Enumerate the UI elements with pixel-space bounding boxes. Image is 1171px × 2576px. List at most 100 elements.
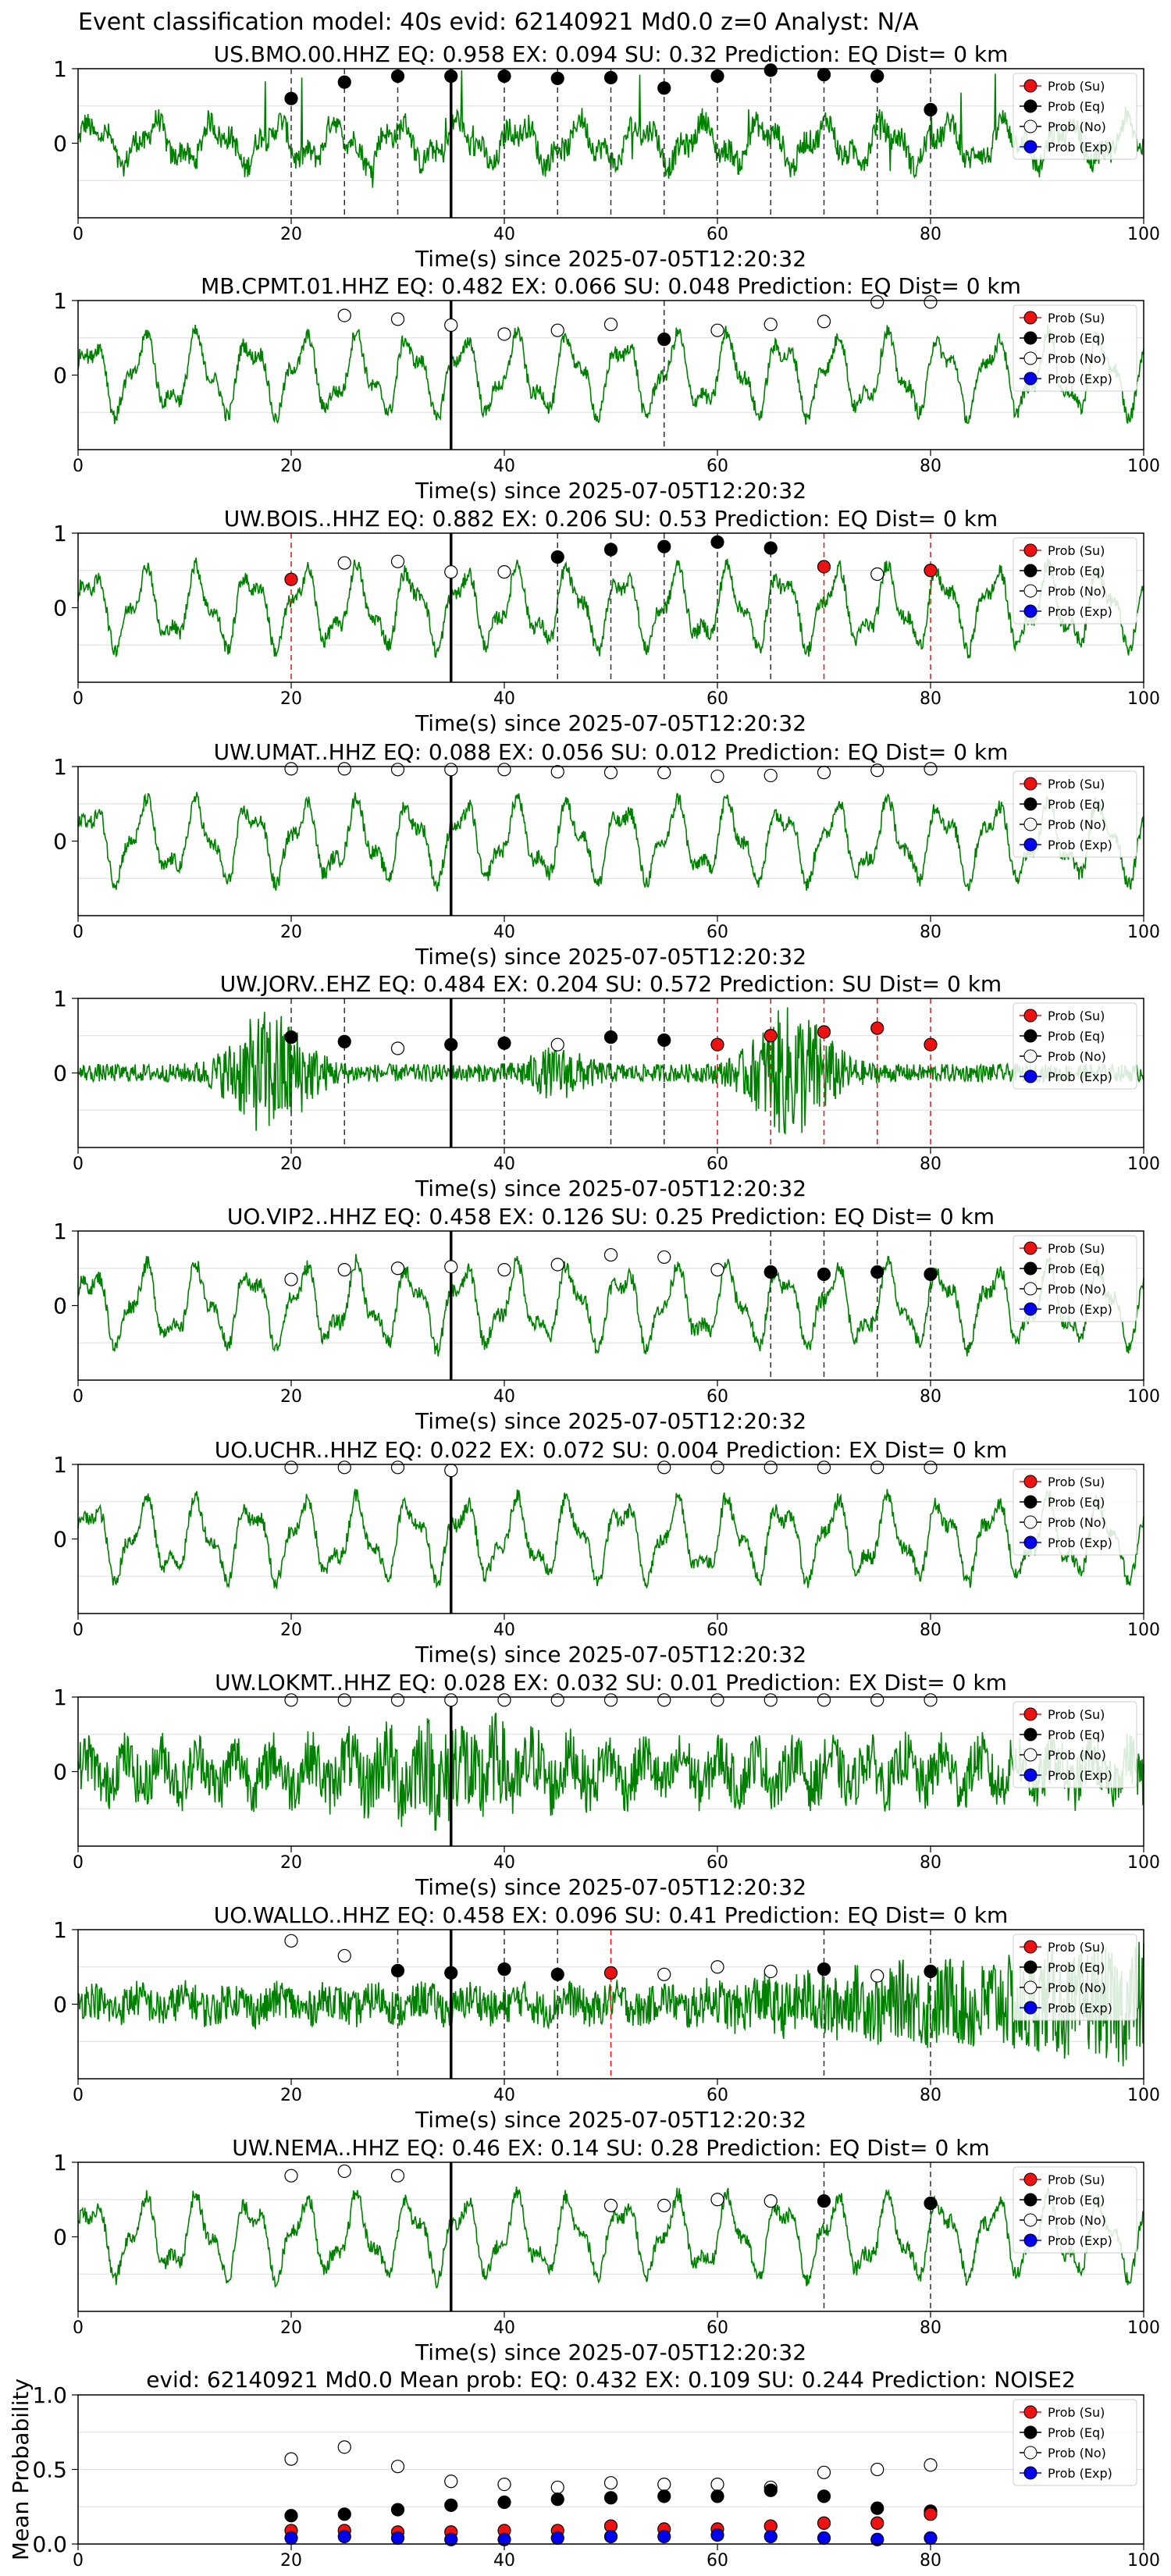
- legend-box: [1013, 304, 1137, 392]
- legend-marker-exp: [1023, 140, 1038, 154]
- legend-marker-su: [1023, 1707, 1038, 1721]
- legend-marker-eq: [1023, 1495, 1038, 1509]
- legend-marker-su: [1023, 2405, 1038, 2419]
- legend-box: [1013, 537, 1137, 624]
- x-tick-label: 0: [73, 1621, 84, 1640]
- y-tick-label: 0.0: [32, 2532, 67, 2557]
- prob-marker-no: [390, 763, 405, 777]
- legend-marker-eq: [1023, 797, 1038, 811]
- legend-label-exp: Prob (Exp): [1048, 2001, 1112, 2016]
- legend-box: [1013, 73, 1137, 160]
- legend-marker-no: [1023, 1049, 1038, 1063]
- prob-marker-eq: [444, 1037, 458, 1051]
- legend-marker-eq: [1023, 2193, 1038, 2207]
- prob-marker-eq: [390, 69, 405, 84]
- panel-UMAT: UW.UMAT..HHZ EQ: 0.088 EX: 0.056 SU: 0.0…: [53, 739, 1160, 970]
- mean-marker-exp: [550, 2531, 564, 2545]
- legend-label-eq: Prob (Eq): [1048, 1960, 1105, 1975]
- y-tick-label: 1: [53, 288, 67, 314]
- y-tick-label: 0.5: [32, 2457, 67, 2483]
- x-tick-label: 60: [707, 2551, 728, 2571]
- panel-title: UO.WALLO..HHZ EQ: 0.458 EX: 0.096 SU: 0.…: [214, 1902, 1008, 1928]
- waveform-trace: [77, 792, 1144, 892]
- prob-marker-no: [390, 312, 405, 326]
- prob-marker-eq: [817, 2194, 831, 2208]
- panel-title: UW.LOKMT..HHZ EQ: 0.028 EX: 0.032 SU: 0.…: [215, 1670, 1007, 1695]
- prob-marker-no: [657, 1250, 671, 1265]
- waveform-trace: [77, 324, 1144, 425]
- prob-marker-no: [497, 1693, 511, 1707]
- x-axis-label: Time(s) since 2025-07-05T12:20:32: [415, 1642, 806, 1667]
- legend-marker-su: [1023, 79, 1038, 93]
- x-tick-label: 80: [920, 923, 941, 942]
- prob-marker-no: [337, 556, 351, 570]
- x-tick-label: 60: [707, 1155, 728, 1174]
- prob-marker-no: [870, 1969, 884, 1983]
- prob-marker-no: [657, 1967, 671, 1981]
- legend-box: [1013, 2399, 1137, 2486]
- y-tick-label: 0: [53, 1992, 67, 2018]
- legend-marker-eq: [1023, 99, 1038, 113]
- legend-marker-no: [1023, 2446, 1038, 2460]
- prob-marker-no: [924, 295, 938, 309]
- prob-marker-no: [444, 1464, 458, 1478]
- prob-marker-no: [710, 1263, 724, 1277]
- x-axis-label: Time(s) since 2025-07-05T12:20:32: [415, 2107, 806, 2133]
- prob-marker-no: [924, 1693, 938, 1707]
- prob-marker-eq: [444, 69, 458, 84]
- panel-title: UO.UCHR..HHZ EQ: 0.022 EX: 0.072 SU: 0.0…: [215, 1437, 1008, 1463]
- prob-marker-su: [924, 1037, 938, 1051]
- x-tick-label: 0: [73, 689, 84, 709]
- mean-marker-exp: [603, 2529, 618, 2544]
- prob-marker-no: [284, 2169, 298, 2183]
- legend-label-exp: Prob (Exp): [1048, 372, 1112, 386]
- y-tick-label: 1: [53, 2150, 67, 2176]
- mean-marker-eq: [550, 2492, 564, 2507]
- x-tick-label: 20: [280, 689, 302, 709]
- mean-marker-eq: [817, 2489, 831, 2503]
- legend-label-exp: Prob (Exp): [1048, 604, 1112, 619]
- prob-marker-eq: [710, 69, 724, 84]
- prob-marker-no: [603, 766, 618, 780]
- y-tick-label: 1.0: [32, 2382, 67, 2408]
- prob-marker-no: [657, 1693, 671, 1707]
- legend-marker-no: [1023, 1515, 1038, 1529]
- x-tick-label: 100: [1127, 689, 1160, 709]
- prob-marker-no: [763, 1964, 778, 1979]
- prob-marker-no: [817, 766, 831, 780]
- figure-title: Event classification model: 40s evid: 62…: [78, 9, 919, 36]
- prob-marker-no: [444, 1693, 458, 1707]
- prob-marker-no: [870, 763, 884, 777]
- prob-marker-eq: [817, 1962, 831, 1976]
- panel-NEMA: UW.NEMA..HHZ EQ: 0.46 EX: 0.14 SU: 0.28 …: [53, 2135, 1160, 2365]
- mean-marker-exp: [763, 2529, 778, 2544]
- legend-label-no: Prob (No): [1048, 1980, 1106, 1995]
- prob-marker-eq: [924, 1267, 938, 1281]
- mean-marker-exp: [924, 2531, 938, 2545]
- x-tick-label: 100: [1127, 2551, 1160, 2571]
- prob-marker-no: [390, 2169, 405, 2183]
- x-tick-label: 100: [1127, 1155, 1160, 1174]
- legend-label-no: Prob (No): [1048, 2446, 1106, 2460]
- legend-marker-eq: [1023, 331, 1038, 345]
- prob-marker-eq: [497, 69, 511, 84]
- prob-marker-no: [390, 554, 405, 568]
- legend-label-su: Prob (Su): [1048, 1009, 1105, 1023]
- legend-label-eq: Prob (Eq): [1048, 1261, 1105, 1276]
- y-tick-label: 1: [53, 1917, 67, 1943]
- x-tick-label: 80: [920, 689, 941, 709]
- x-tick-label: 20: [280, 1853, 302, 1873]
- y-tick-label: 0: [53, 1293, 67, 1319]
- prob-marker-no: [497, 565, 511, 579]
- prob-marker-no: [710, 2193, 724, 2207]
- mean-marker-eq: [763, 2483, 778, 2497]
- x-tick-label: 100: [1127, 1387, 1160, 1407]
- prob-marker-su: [284, 572, 298, 586]
- x-tick-label: 40: [493, 1853, 515, 1873]
- legend-label-eq: Prob (Eq): [1048, 331, 1105, 346]
- x-tick-label: 0: [73, 1155, 84, 1174]
- prob-marker-su: [763, 1029, 778, 1043]
- legend-marker-su: [1023, 1241, 1038, 1255]
- panel-LOKMT: UW.LOKMT..HHZ EQ: 0.028 EX: 0.032 SU: 0.…: [53, 1670, 1160, 1900]
- prob-marker-eq: [657, 539, 671, 553]
